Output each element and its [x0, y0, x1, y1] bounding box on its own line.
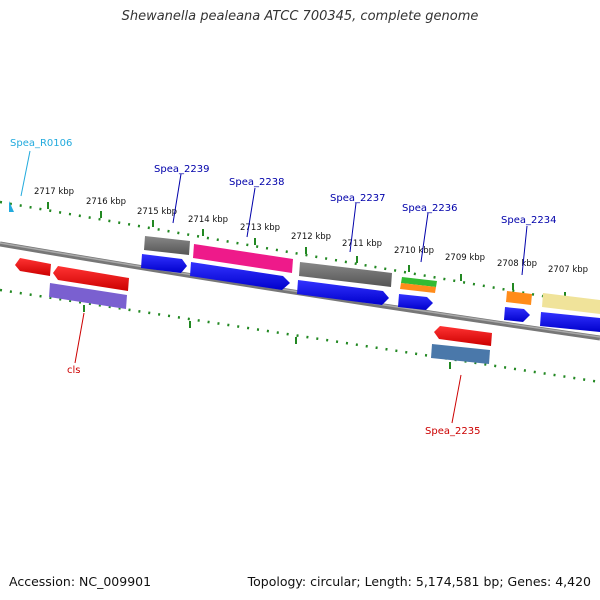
gene-arrow — [49, 283, 127, 309]
label-cls: cls — [67, 365, 81, 376]
kbp-label: 2709 kbp — [445, 253, 485, 263]
gene-arrow — [434, 326, 492, 346]
gene-arrow — [144, 236, 190, 255]
label-spea-2236: Spea_2236 — [402, 203, 457, 214]
label-spea-2235: Spea_2235 — [425, 426, 480, 437]
gene-arrow — [504, 307, 530, 322]
forward-features[interactable] — [141, 236, 600, 332]
gene-labels: Spea_R0106 Spea_2239 Spea_2238 Spea_2237… — [10, 138, 556, 437]
kbp-label: 2717 kbp — [34, 187, 74, 197]
kbp-label: 2714 kbp — [188, 215, 228, 225]
kbp-label: 2713 kbp — [240, 223, 280, 233]
gene-arrow — [193, 244, 293, 273]
rna-feature-arrow[interactable] — [9, 201, 14, 212]
gene-arrow — [297, 280, 389, 305]
kbp-tick-labels: 2717 kbp 2716 kbp 2715 kbp 2714 kbp 2713… — [34, 187, 588, 275]
label-spea-r0106: Spea_R0106 — [10, 138, 72, 149]
label-leaders — [20, 150, 528, 424]
gene-arrow — [141, 254, 187, 273]
kbp-label: 2711 kbp — [342, 239, 382, 249]
accession-text: Accession: NC_009901 — [9, 574, 152, 589]
gene-arrow — [506, 291, 532, 305]
gene-arrow — [400, 283, 436, 293]
kbp-label: 2712 kbp — [291, 232, 331, 242]
gene-arrow — [401, 277, 437, 287]
label-spea-2239: Spea_2239 — [154, 164, 209, 175]
kbp-label: 2716 kbp — [86, 197, 126, 207]
topology-summary: Topology: circular; Length: 5,174,581 bp… — [247, 574, 591, 589]
inner-tick-track — [0, 288, 600, 384]
kbp-label: 2707 kbp — [548, 265, 588, 275]
gene-arrow — [540, 312, 600, 332]
gene-arrow — [542, 293, 600, 314]
label-spea-2238: Spea_2238 — [229, 177, 284, 188]
kbp-label: 2715 kbp — [137, 207, 177, 217]
gene-arrow — [299, 262, 392, 287]
gene-arrow — [53, 266, 129, 291]
map-title: Shewanella pealeana ATCC 700345, complet… — [121, 9, 479, 24]
gene-arrow — [398, 294, 433, 310]
gene-arrow — [431, 344, 490, 364]
kbp-label: 2710 kbp — [394, 246, 434, 256]
gene-arrow — [15, 258, 51, 276]
label-spea-2234: Spea_2234 — [501, 215, 556, 226]
kbp-label: 2708 kbp — [497, 259, 537, 269]
label-spea-2237: Spea_2237 — [330, 193, 385, 204]
reverse-features[interactable] — [15, 258, 492, 364]
gene-arrow — [190, 262, 290, 290]
